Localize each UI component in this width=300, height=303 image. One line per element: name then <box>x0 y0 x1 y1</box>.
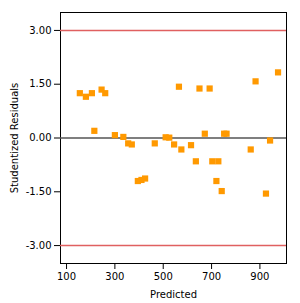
svg-text:1.50: 1.50 <box>29 78 51 89</box>
svg-text:-3.00: -3.00 <box>26 240 52 251</box>
svg-text:0.00: 0.00 <box>29 132 51 143</box>
svg-text:Studentized Residuals: Studentized Residuals <box>9 83 20 194</box>
svg-text:100: 100 <box>57 271 76 282</box>
svg-text:Predicted: Predicted <box>150 289 197 300</box>
svg-text:500: 500 <box>154 271 173 282</box>
svg-text:-1.50: -1.50 <box>26 186 52 197</box>
svg-text:700: 700 <box>202 271 221 282</box>
svg-text:3.00: 3.00 <box>29 25 51 36</box>
svg-text:300: 300 <box>105 271 124 282</box>
svg-text:900: 900 <box>250 271 269 282</box>
